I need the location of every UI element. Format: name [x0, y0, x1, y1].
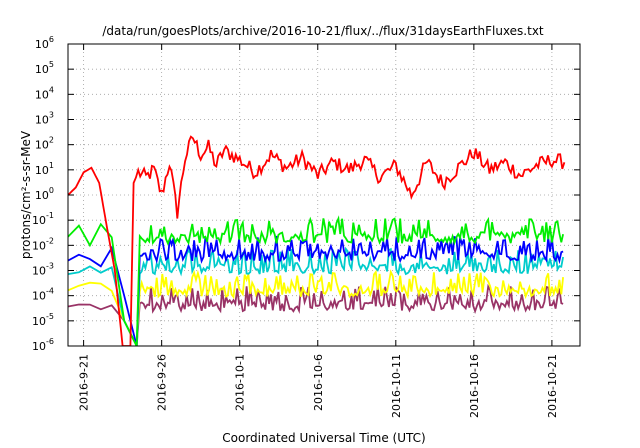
y-tick-label: 103	[35, 111, 54, 127]
y-tick-label: 10-5	[32, 312, 54, 328]
y-tick-label: 10-1	[32, 211, 54, 227]
x-tick-label: 2016-10-6	[312, 354, 325, 411]
series-line	[68, 246, 564, 346]
series-line	[68, 215, 564, 346]
plot-layer	[68, 135, 566, 346]
y-tick-label: 106	[35, 35, 54, 51]
x-tick-label: 2016-10-11	[390, 354, 403, 418]
x-tick-label: 2016-9-26	[156, 354, 169, 411]
x-axis: 2016-9-21 2016-9-26 2016-10-1 2016-10-6 2016…	[78, 44, 559, 418]
y-tick-label: 10-2	[32, 236, 54, 252]
y-axis: 10-6 10-5 10-4 10-3 10-2 10-1 100 101 102 103 104 1…	[32, 35, 580, 353]
x-tick-label: 2016-10-1	[234, 354, 247, 411]
x-tick-label: 2016-9-21	[78, 354, 91, 411]
x-tick-label: 2016-10-16	[468, 354, 481, 418]
y-tick-label: 10-4	[32, 287, 54, 303]
series-line-red	[68, 135, 566, 346]
y-tick-label: 104	[35, 85, 54, 101]
y-tick-label: 102	[35, 136, 54, 152]
y-tick-label: 10-6	[32, 337, 54, 353]
x-tick-label: 2016-10-21	[546, 354, 559, 418]
series-line	[68, 269, 564, 346]
y-tick-label: 100	[35, 186, 54, 202]
y-axis-title: protons/cm²-s-sr-MeV	[19, 130, 33, 259]
y-tick-label: 105	[35, 60, 54, 76]
y-tick-label: 10-3	[32, 262, 54, 278]
x-axis-title: Coordinated Universal Time (UTC)	[222, 431, 425, 445]
grid-layer	[68, 44, 580, 346]
chart-title: /data/run/goesPlots/archive/2016-10-21/f…	[102, 24, 544, 38]
y-tick-label: 101	[35, 161, 54, 177]
series-line	[68, 235, 564, 346]
series-line	[68, 283, 564, 346]
